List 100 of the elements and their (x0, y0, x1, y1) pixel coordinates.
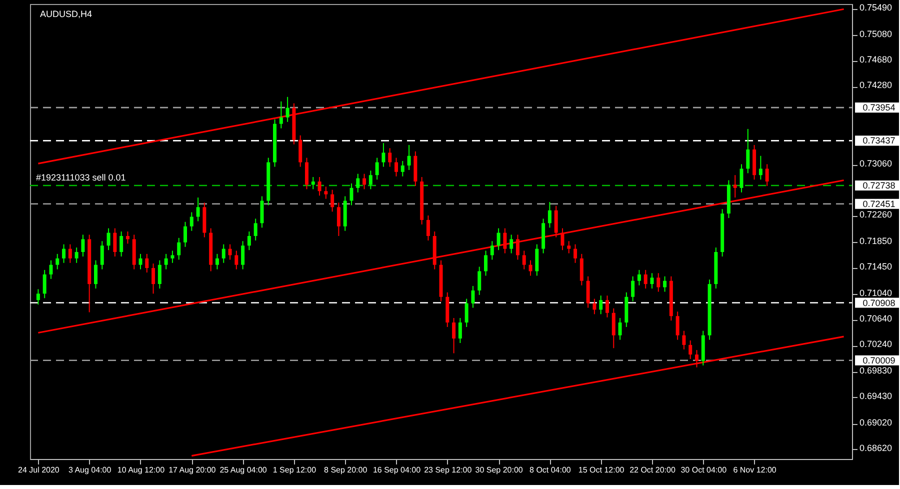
candlestick (510, 234, 514, 254)
y-tick-label: 0.75080 (860, 28, 892, 39)
x-tick-label: 10 Aug 12:00 (117, 466, 166, 474)
text: AUDUSD,H4 (40, 9, 92, 20)
candlestick (426, 214, 430, 241)
candlestick (113, 228, 117, 257)
candlestick (368, 170, 372, 190)
candlestick (605, 295, 609, 318)
candlestick (336, 202, 340, 236)
candlestick (74, 247, 78, 264)
candlestick (407, 144, 411, 170)
candlestick (631, 276, 635, 302)
x-tick-label: 24 Jul 2020 (18, 466, 60, 474)
candlestick (145, 253, 149, 274)
x-tick-label: 1 Sep 12:00 (272, 466, 317, 474)
candlestick (644, 269, 648, 290)
x-tick-label: 25 Aug 04:00 (220, 466, 268, 474)
candlestick (36, 288, 40, 306)
candlestick (68, 244, 72, 264)
y-tick-label: 0.71040 (860, 288, 892, 298)
candlestick (126, 231, 130, 244)
candlestick (362, 173, 366, 190)
y-tick-label: 0.70240 (860, 339, 892, 350)
candlestick (682, 330, 686, 350)
ref-line-label: 0.73437 (862, 136, 896, 146)
candlestick (574, 244, 578, 264)
candlestick (177, 237, 181, 260)
ref-line-label: 0.70908 (862, 298, 896, 308)
candlestick (650, 272, 654, 290)
candlestick (62, 244, 66, 264)
candlestick (100, 240, 104, 270)
y-tick-label: 0.68620 (860, 442, 892, 453)
candlestick (56, 253, 60, 270)
candlestick (330, 189, 334, 212)
candlestick (496, 228, 500, 251)
candlestick (580, 253, 584, 286)
ref-line-label: 0.70009 (862, 355, 896, 366)
candlestick (164, 253, 168, 270)
ref-line-label: 0.72451 (862, 198, 896, 209)
candlestick (196, 197, 200, 222)
candlestick (586, 276, 590, 308)
candlestick (471, 285, 475, 308)
candlestick (42, 269, 46, 299)
candlestick (279, 100, 283, 129)
y-tick-label: 0.70640 (860, 313, 892, 324)
candlestick (190, 212, 194, 232)
x-tick-label: 22 Oct 20:00 (630, 466, 676, 474)
candlestick (400, 160, 404, 177)
candlestick (740, 164, 744, 193)
candlestick (516, 234, 520, 260)
annotation: #1923111033 sell 0.01 (36, 172, 126, 182)
y-tick-label: 0.73060 (860, 158, 892, 168)
candlestick (120, 231, 124, 257)
candlestick (228, 244, 232, 260)
candlestick (554, 205, 558, 238)
candlestick (560, 228, 564, 251)
candlestick (324, 186, 328, 200)
y-tick-label: 0.69020 (860, 417, 892, 428)
candlestick (170, 250, 174, 264)
candlestick (688, 340, 692, 360)
candlestick (215, 253, 219, 270)
x-tick-label: 23 Sep 12:00 (424, 466, 472, 474)
x-tick-label: 30 Sep 20:00 (475, 466, 524, 474)
candlestick (592, 298, 596, 315)
ref-line-label: 0.72738 (862, 180, 896, 190)
y-tick-label: 0.72260 (860, 210, 892, 220)
candlestick (234, 250, 238, 270)
y-tick-label: 0.75490 (860, 2, 892, 13)
candlestick (528, 260, 532, 276)
candlestick (318, 176, 322, 196)
candlestick (138, 253, 142, 270)
candlestick (388, 148, 392, 168)
candlestick (241, 240, 245, 270)
candlestick (247, 231, 251, 251)
ref-line-label: 0.73954 (862, 102, 896, 113)
candlestick (254, 218, 258, 241)
candlestick (746, 128, 750, 174)
candlestick (356, 173, 360, 193)
candlestick (733, 174, 737, 198)
candlestick (311, 176, 315, 190)
candlestick (599, 295, 603, 315)
candlestick (484, 250, 488, 276)
candlestick (458, 318, 462, 344)
candlestick (81, 234, 85, 257)
candlestick (758, 155, 762, 180)
candlestick (522, 250, 526, 270)
candlestick (464, 298, 468, 328)
y-tick-label: 0.74280 (860, 80, 892, 90)
candlestick (452, 318, 456, 354)
x-tick-label: 30 Oct 04:00 (680, 466, 728, 474)
candlestick (695, 350, 698, 368)
x-tick-label: 8 Sep 20:00 (324, 466, 368, 474)
candlestick (152, 263, 156, 294)
candlestick (535, 244, 539, 276)
candlestick (478, 266, 482, 296)
candlestick (106, 228, 110, 251)
candlestick (676, 311, 680, 340)
y-tick-label: 0.74680 (860, 54, 892, 65)
candlestick (260, 196, 264, 228)
x-tick-label: 15 Oct 12:00 (578, 466, 625, 474)
